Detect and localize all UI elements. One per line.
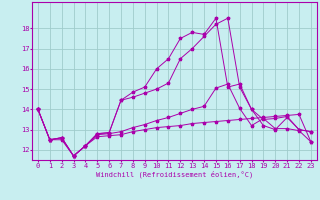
X-axis label: Windchill (Refroidissement éolien,°C): Windchill (Refroidissement éolien,°C) bbox=[96, 170, 253, 178]
